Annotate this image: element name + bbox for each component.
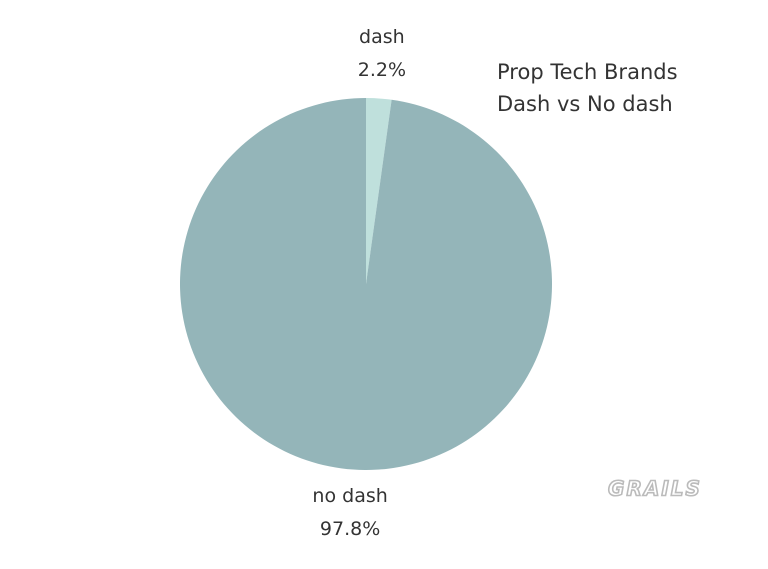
slice-name: no dash xyxy=(312,485,387,507)
chart-title: Prop Tech Brands xyxy=(497,60,678,84)
pie-slice xyxy=(366,98,392,284)
chart-subtitle: Dash vs No dash xyxy=(497,92,673,116)
pie-slice xyxy=(179,98,552,470)
slice-value-label: 2.2% xyxy=(358,59,406,81)
watermark: GRAILS xyxy=(608,477,702,501)
slice-name: dash xyxy=(359,26,405,48)
slice-value-label: 97.8% xyxy=(320,518,380,540)
